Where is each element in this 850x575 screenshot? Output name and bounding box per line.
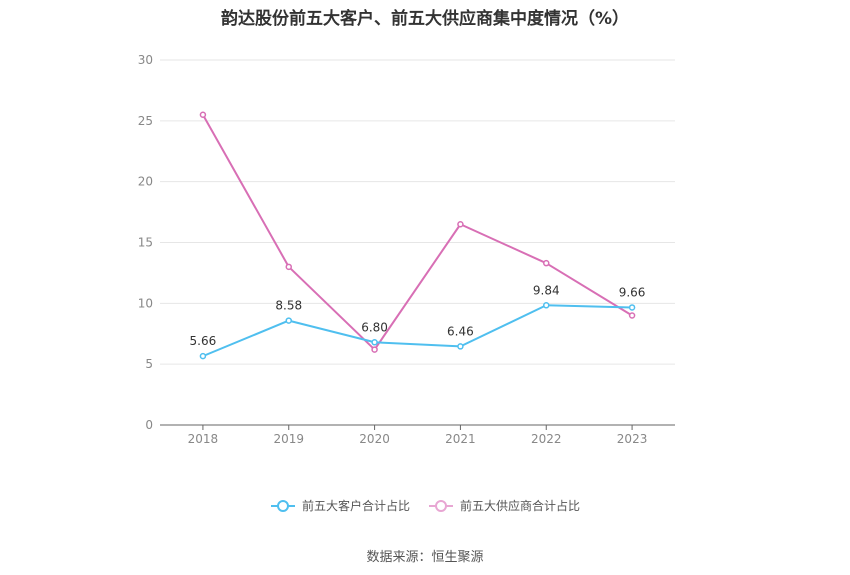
data-point-0 — [371, 339, 378, 346]
x-tick-label: 2019 — [273, 432, 304, 446]
series-line-0 — [202, 304, 633, 358]
data-label: 6.46 — [447, 324, 474, 338]
legend-marker-suppliers — [429, 499, 453, 512]
data-point-0 — [457, 343, 464, 350]
y-tick-label: 10 — [138, 296, 153, 310]
data-point-0 — [285, 317, 292, 324]
data-point-0 — [543, 302, 550, 309]
data-label: 9.66 — [619, 285, 646, 299]
legend-label-customers: 前五大客户合计占比 — [301, 499, 410, 513]
y-tick-label: 25 — [138, 114, 153, 128]
data-point-1 — [628, 312, 636, 319]
x-tick-label: 2021 — [445, 432, 476, 446]
y-tick-label: 15 — [138, 236, 153, 250]
y-tick-label: 0 — [145, 418, 153, 432]
data-point-0 — [628, 304, 636, 311]
data-label: 6.80 — [361, 320, 388, 334]
data-point-0 — [199, 352, 207, 360]
data-point-1 — [285, 263, 292, 271]
legend-item-customers[interactable]: 前五大客户合计占比 — [270, 497, 410, 514]
legend-marker-customers — [270, 499, 295, 512]
y-tick-label: 5 — [145, 357, 153, 371]
data-point-1 — [371, 346, 378, 353]
legend-item-suppliers[interactable]: 前五大供应商合计占比 — [428, 497, 580, 514]
x-tick-label: 2020 — [359, 432, 390, 446]
legend-label-suppliers: 前五大供应商合计占比 — [460, 499, 581, 513]
x-tick-label: 2022 — [531, 432, 562, 446]
legend: 前五大客户合计占比 前五大供应商合计占比 — [0, 497, 850, 514]
y-tick-label: 30 — [138, 53, 153, 67]
y-tick-label: 20 — [138, 175, 153, 189]
x-tick-label: 2023 — [617, 432, 648, 446]
data-point-1 — [543, 259, 550, 267]
data-point-1 — [199, 111, 207, 118]
data-point-1 — [457, 221, 464, 228]
data-label: 8.58 — [275, 299, 302, 313]
source-note: 数据来源：恒生聚源 — [366, 550, 484, 565]
data-label: 5.66 — [190, 334, 217, 348]
chart-title: 韵达股份前五大客户、前五大供应商集中度情况（%） — [220, 9, 630, 29]
series-line-1 — [202, 114, 633, 351]
data-label: 9.84 — [533, 283, 560, 297]
x-tick-label: 2018 — [188, 432, 219, 446]
